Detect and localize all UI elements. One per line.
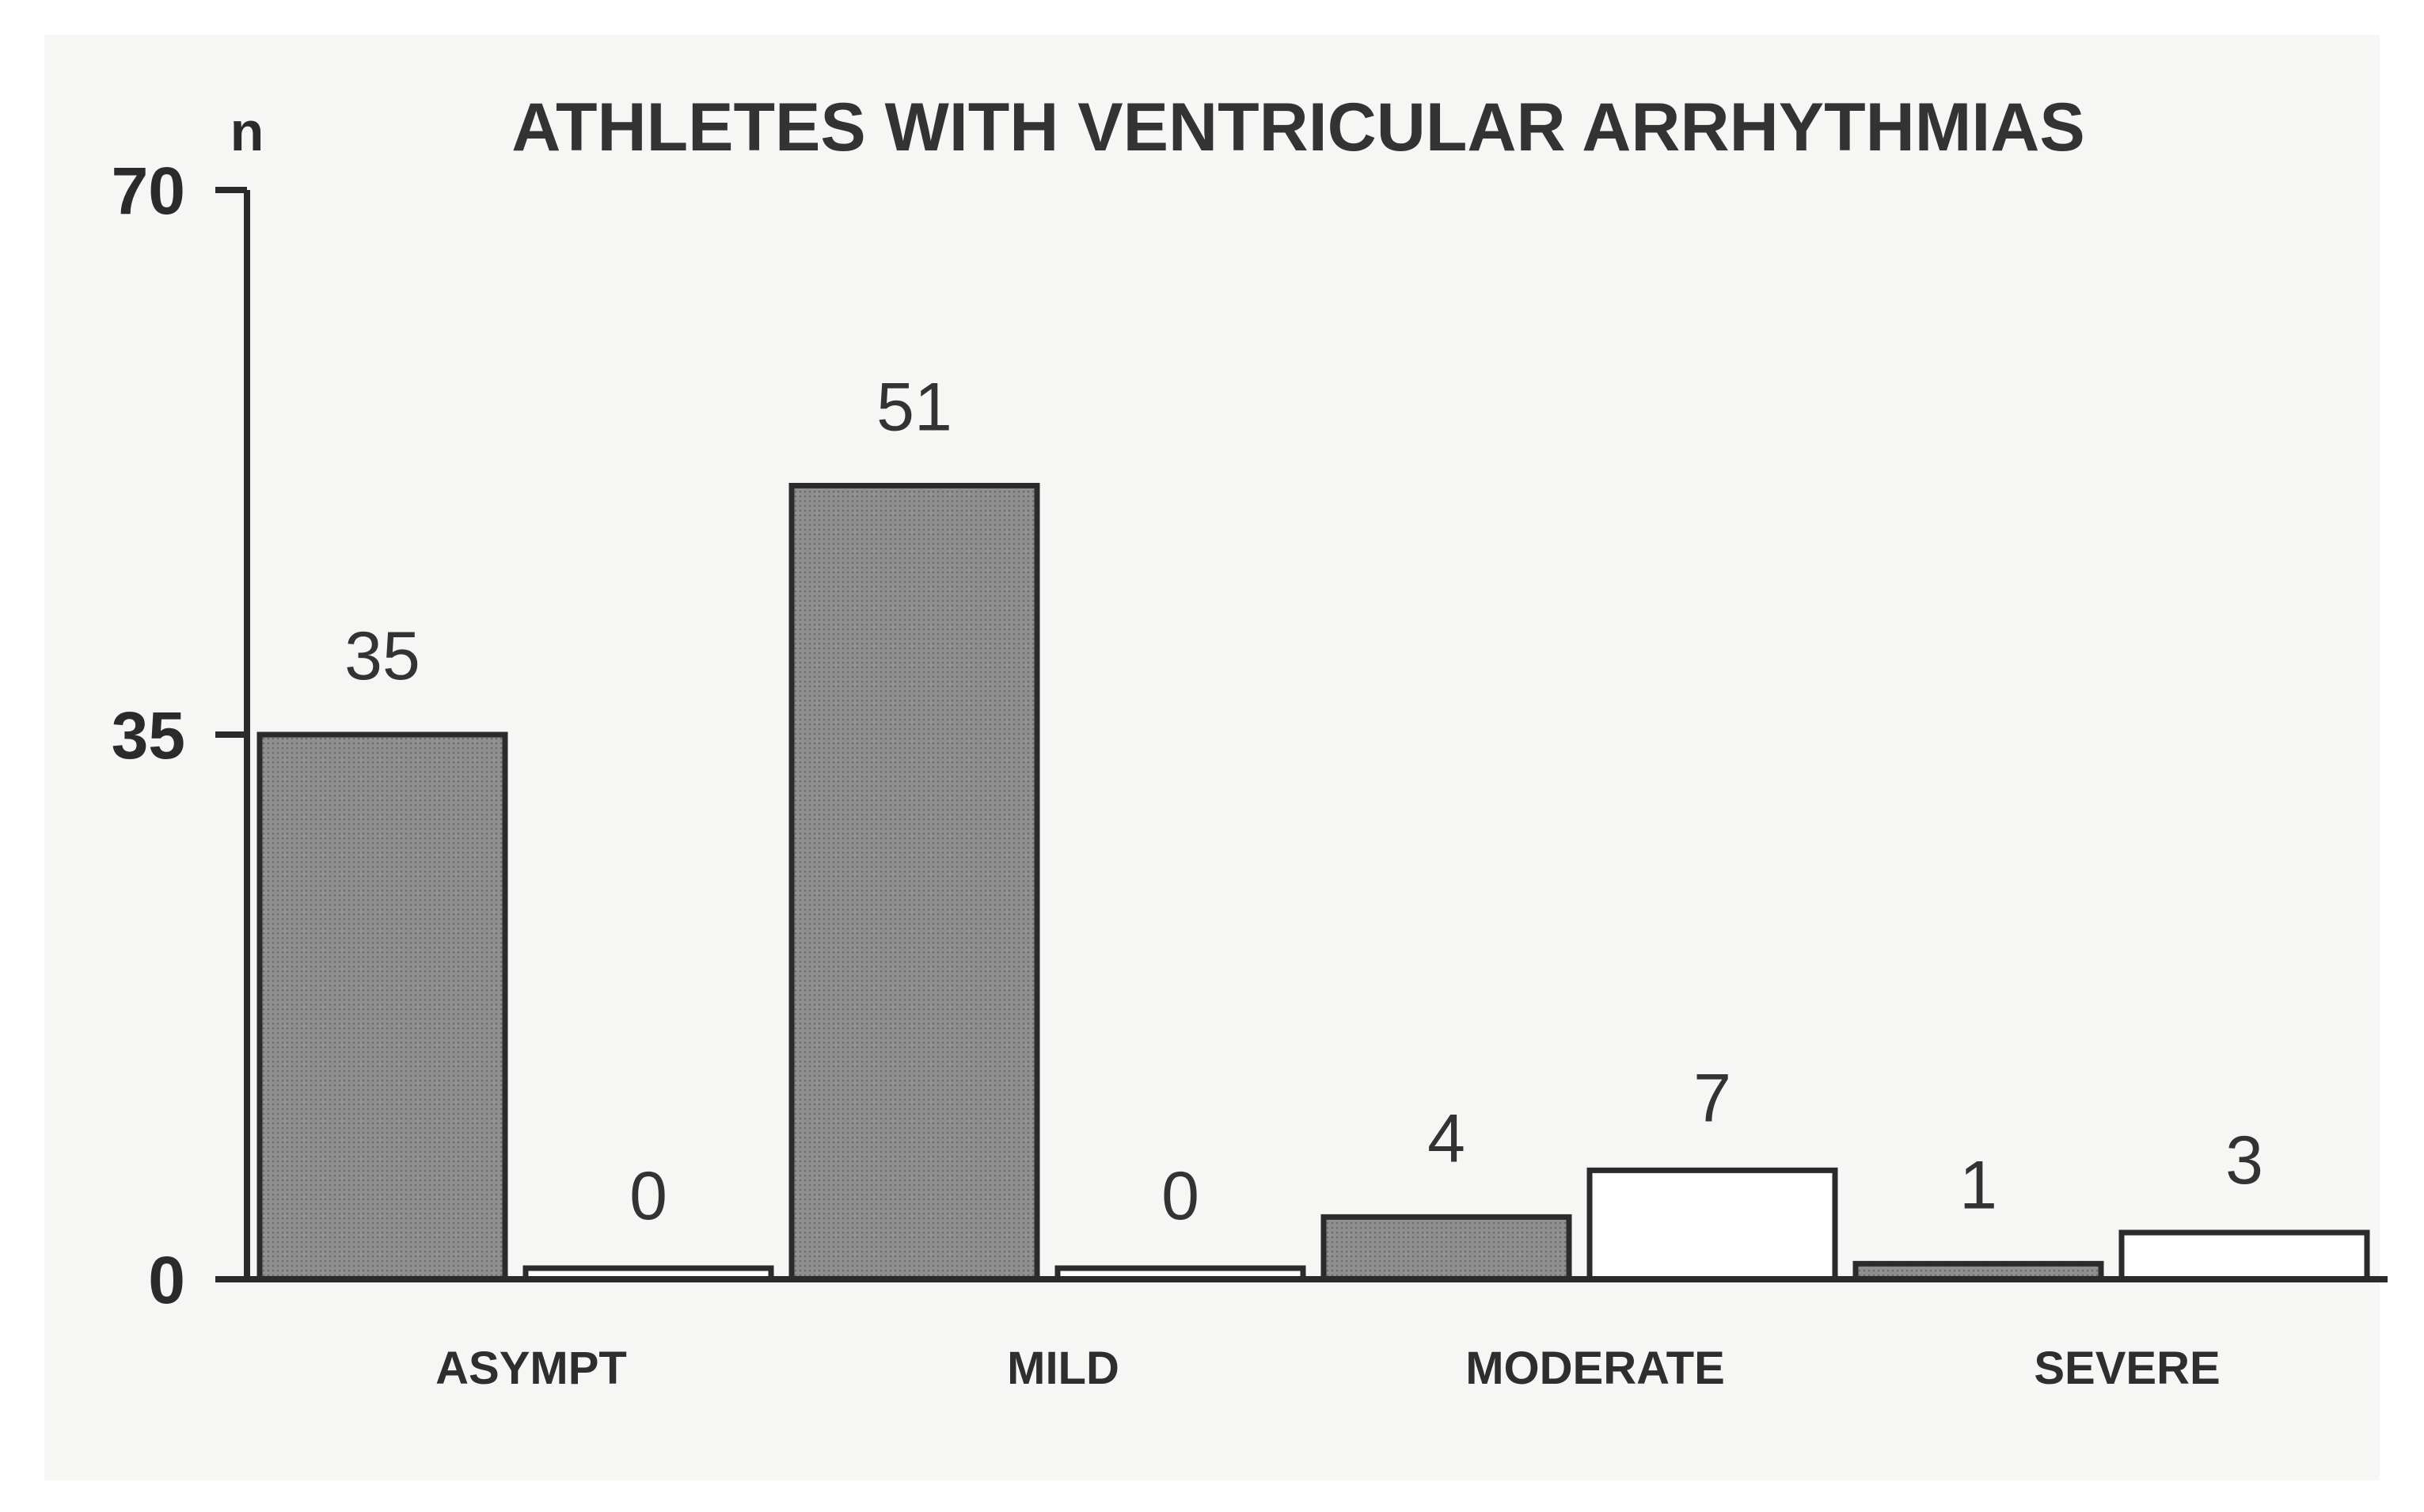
value-label: 3 (2225, 1123, 2263, 1199)
category-label-moderate: MODERATE (1465, 1343, 1725, 1394)
bar-severe-2 (2118, 1229, 2370, 1282)
category-labels: ASYMPT MILD MODERATE SEVERE (435, 1343, 2221, 1394)
y-axis-ticks: 0 35 70 (112, 154, 247, 1317)
bar-moderate-2 (1586, 1167, 1838, 1282)
category-label-severe: SEVERE (2034, 1343, 2220, 1394)
category-label-asympt: ASYMPT (435, 1343, 627, 1394)
value-labels: 35 0 51 0 4 7 1 3 (344, 369, 2263, 1234)
bars (256, 482, 2370, 1282)
bar-moderate-1 (1320, 1214, 1572, 1282)
bar-asympt-1 (256, 731, 508, 1282)
y-axis-label: n (230, 101, 264, 162)
y-tick-label: 0 (148, 1243, 185, 1317)
value-label: 7 (1693, 1060, 1731, 1136)
y-tick-label: 35 (112, 698, 185, 773)
value-label: 4 (1427, 1100, 1465, 1176)
value-label: 35 (344, 618, 420, 694)
bar-mild-1 (788, 482, 1040, 1282)
value-label: 0 (629, 1158, 667, 1234)
value-label: 51 (876, 369, 952, 445)
chart-title: ATHLETES WITH VENTRICULAR ARRHYTHMIAS (511, 89, 2084, 165)
value-label: 0 (1161, 1158, 1199, 1234)
value-label: 1 (1959, 1147, 1997, 1223)
category-label-mild: MILD (1007, 1343, 1119, 1394)
y-tick-label: 70 (112, 154, 185, 228)
